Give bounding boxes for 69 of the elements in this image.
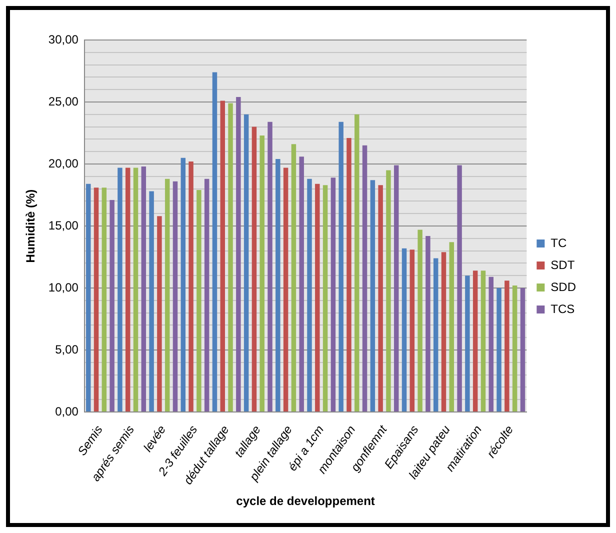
bar — [188, 162, 194, 412]
bar — [164, 178, 170, 412]
bar — [322, 185, 328, 412]
bar — [94, 188, 99, 412]
y-tick-label: 15,00 — [48, 218, 79, 232]
bar — [307, 178, 312, 412]
bar — [228, 103, 233, 412]
bar — [410, 250, 415, 412]
bar — [512, 286, 518, 412]
bar — [260, 135, 264, 412]
y-axis-title: Humiditè (%) — [24, 189, 38, 263]
bar — [172, 181, 178, 412]
y-tick-label: 10,00 — [48, 280, 79, 294]
bar — [402, 248, 407, 412]
bar — [125, 168, 130, 412]
bar — [496, 288, 502, 412]
x-axis-title: cycle de developpement — [236, 494, 375, 508]
bar — [457, 165, 462, 412]
bar — [110, 200, 114, 412]
bar — [204, 178, 210, 412]
bar — [433, 258, 438, 412]
bar — [212, 72, 218, 412]
legend-label: TC — [550, 236, 567, 250]
bar — [268, 122, 272, 412]
bar — [276, 159, 280, 412]
bar — [133, 168, 138, 412]
bar — [426, 236, 430, 412]
bar — [315, 184, 320, 412]
bar — [504, 280, 510, 412]
bar — [386, 170, 391, 412]
bar — [480, 270, 486, 412]
bar — [196, 190, 202, 412]
bar — [338, 122, 344, 412]
bar — [394, 165, 399, 412]
bar — [283, 168, 288, 412]
bar — [418, 230, 422, 412]
bar — [465, 276, 470, 412]
y-tick-label: 0,00 — [55, 404, 79, 418]
bar — [180, 158, 186, 412]
bar — [220, 100, 225, 412]
bar — [520, 288, 526, 412]
bar — [362, 145, 368, 412]
bar — [118, 168, 122, 412]
bar — [102, 188, 107, 412]
bar — [157, 216, 162, 412]
bar — [472, 270, 478, 412]
y-tick-label: 20,00 — [48, 156, 79, 170]
bar — [141, 166, 146, 412]
y-tick-label: 30,00 — [48, 32, 79, 46]
bar — [378, 185, 383, 412]
bar — [236, 97, 241, 412]
bar — [244, 114, 249, 412]
bar — [86, 184, 91, 412]
y-tick-label: 5,00 — [55, 342, 79, 356]
bar — [441, 252, 446, 412]
y-tick-label: 25,00 — [48, 94, 79, 108]
legend-label: SDD — [550, 280, 576, 294]
bar — [370, 180, 376, 412]
bar — [346, 138, 352, 412]
legend-label: TCS — [550, 302, 575, 316]
legend-label: SDT — [550, 258, 576, 272]
bar — [252, 126, 257, 412]
bar — [488, 276, 494, 412]
bar — [330, 178, 336, 412]
bar — [149, 191, 154, 412]
bar — [354, 114, 360, 412]
bar — [299, 156, 304, 412]
bar — [291, 144, 296, 412]
bar — [449, 242, 454, 412]
